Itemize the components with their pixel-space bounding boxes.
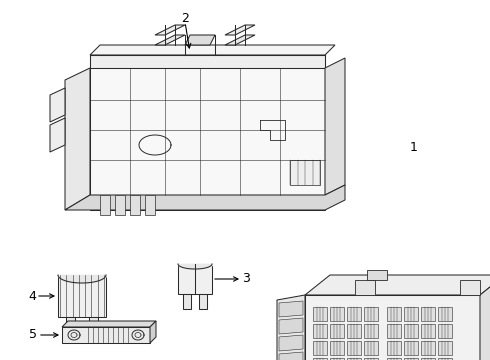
- Polygon shape: [62, 327, 150, 343]
- Polygon shape: [50, 88, 65, 122]
- Polygon shape: [460, 280, 480, 295]
- Polygon shape: [90, 68, 325, 195]
- Polygon shape: [438, 324, 452, 338]
- Polygon shape: [277, 295, 305, 360]
- Polygon shape: [279, 301, 303, 317]
- Polygon shape: [199, 294, 207, 309]
- Polygon shape: [66, 317, 75, 337]
- Polygon shape: [421, 307, 435, 321]
- Text: 3: 3: [242, 273, 250, 285]
- Polygon shape: [178, 264, 212, 294]
- Polygon shape: [404, 307, 418, 321]
- Polygon shape: [313, 324, 327, 338]
- Polygon shape: [364, 324, 378, 338]
- Polygon shape: [313, 358, 327, 360]
- Polygon shape: [305, 275, 490, 295]
- Polygon shape: [65, 185, 345, 210]
- Polygon shape: [438, 341, 452, 355]
- Polygon shape: [100, 195, 110, 215]
- Polygon shape: [364, 307, 378, 321]
- Polygon shape: [404, 324, 418, 338]
- Polygon shape: [90, 55, 325, 68]
- Polygon shape: [330, 358, 344, 360]
- Polygon shape: [185, 35, 215, 45]
- Text: 1: 1: [410, 140, 418, 153]
- Polygon shape: [290, 160, 320, 185]
- Polygon shape: [115, 195, 125, 215]
- Text: 4: 4: [28, 289, 36, 302]
- Polygon shape: [150, 321, 156, 343]
- Polygon shape: [50, 118, 65, 152]
- Polygon shape: [155, 25, 185, 35]
- Polygon shape: [330, 307, 344, 321]
- Polygon shape: [421, 341, 435, 355]
- Polygon shape: [387, 307, 401, 321]
- Polygon shape: [313, 307, 327, 321]
- Polygon shape: [347, 324, 361, 338]
- Polygon shape: [183, 294, 191, 309]
- Text: 5: 5: [29, 328, 37, 342]
- Polygon shape: [421, 324, 435, 338]
- Polygon shape: [62, 321, 156, 327]
- Polygon shape: [325, 58, 345, 195]
- Polygon shape: [145, 195, 155, 215]
- Polygon shape: [305, 295, 480, 360]
- Polygon shape: [330, 341, 344, 355]
- Polygon shape: [89, 317, 98, 337]
- Polygon shape: [438, 358, 452, 360]
- Polygon shape: [387, 358, 401, 360]
- Polygon shape: [58, 275, 106, 317]
- Polygon shape: [90, 45, 335, 55]
- Polygon shape: [438, 307, 452, 321]
- Polygon shape: [364, 358, 378, 360]
- Polygon shape: [313, 341, 327, 355]
- Polygon shape: [330, 324, 344, 338]
- Polygon shape: [90, 195, 325, 210]
- Polygon shape: [421, 358, 435, 360]
- Polygon shape: [279, 335, 303, 351]
- Polygon shape: [355, 280, 375, 295]
- Polygon shape: [279, 318, 303, 334]
- Polygon shape: [65, 68, 90, 210]
- Text: 2: 2: [181, 12, 189, 24]
- Polygon shape: [225, 25, 255, 35]
- Polygon shape: [155, 35, 185, 45]
- Polygon shape: [347, 307, 361, 321]
- Polygon shape: [347, 341, 361, 355]
- Polygon shape: [279, 352, 303, 360]
- Polygon shape: [130, 195, 140, 215]
- Polygon shape: [404, 358, 418, 360]
- Polygon shape: [387, 324, 401, 338]
- Polygon shape: [225, 35, 255, 45]
- Polygon shape: [364, 341, 378, 355]
- Polygon shape: [387, 341, 401, 355]
- Polygon shape: [367, 270, 387, 280]
- Polygon shape: [480, 275, 490, 360]
- Polygon shape: [347, 358, 361, 360]
- Polygon shape: [404, 341, 418, 355]
